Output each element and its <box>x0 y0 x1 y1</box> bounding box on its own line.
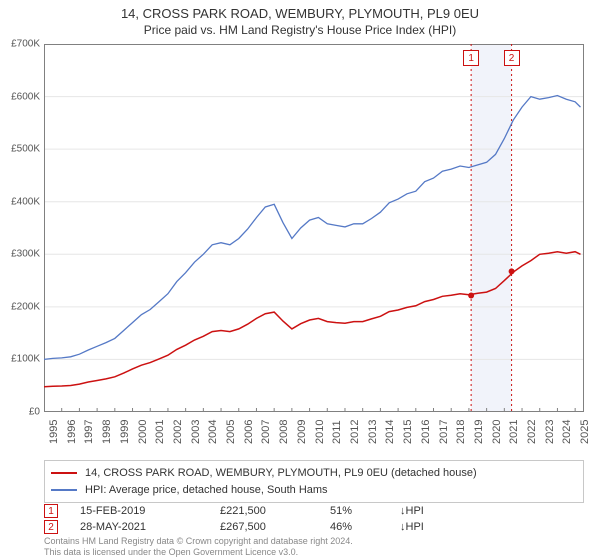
x-tick-label: 2011 <box>331 420 343 444</box>
transaction-dot <box>468 293 474 299</box>
legend-item: 14, CROSS PARK ROAD, WEMBURY, PLYMOUTH, … <box>51 465 577 482</box>
x-tick-label: 2006 <box>243 420 255 444</box>
legend-item: HPI: Average price, detached house, Sout… <box>51 482 577 499</box>
transaction-row: 115-FEB-2019£221,50051%↓ HPI <box>44 504 584 518</box>
x-tick-label: 2013 <box>367 420 379 444</box>
x-tick-label: 1999 <box>119 420 131 444</box>
transaction-band <box>471 44 511 412</box>
x-tick-label: 2009 <box>296 420 308 444</box>
legend-label: 14, CROSS PARK ROAD, WEMBURY, PLYMOUTH, … <box>85 465 477 482</box>
x-tick-label: 2021 <box>508 420 520 444</box>
y-tick-label: £600K <box>11 91 40 102</box>
x-tick-label: 2022 <box>526 420 538 444</box>
chart-container: 14, CROSS PARK ROAD, WEMBURY, PLYMOUTH, … <box>0 0 600 560</box>
x-tick-label: 2017 <box>438 420 450 444</box>
transaction-index-box: 2 <box>44 520 58 534</box>
x-tick-label: 2024 <box>561 420 573 444</box>
x-tick-label: 2012 <box>349 420 361 444</box>
y-tick-label: £700K <box>11 39 40 50</box>
transaction-pct: 51% <box>330 505 400 517</box>
title-line1: 14, CROSS PARK ROAD, WEMBURY, PLYMOUTH, … <box>0 6 600 21</box>
y-axis-ticks: £0£100K£200K£300K£400K£500K£600K£700K <box>0 44 44 412</box>
y-tick-label: £100K <box>11 354 40 365</box>
title-line2: Price paid vs. HM Land Registry's House … <box>0 23 600 37</box>
footer-line1: Contains HM Land Registry data © Crown c… <box>44 536 584 547</box>
x-tick-label: 2016 <box>420 420 432 444</box>
x-tick-label: 2001 <box>154 420 166 444</box>
x-tick-label: 1998 <box>101 420 113 444</box>
transaction-vs: HPI <box>406 521 424 533</box>
x-tick-label: 2014 <box>384 420 396 444</box>
footer-line2: This data is licensed under the Open Gov… <box>44 547 584 558</box>
transaction-price: £267,500 <box>220 521 330 533</box>
x-tick-label: 2015 <box>402 420 414 444</box>
transaction-dot <box>509 268 515 274</box>
x-tick-label: 2004 <box>207 420 219 444</box>
transaction-index-box: 1 <box>44 504 58 518</box>
x-tick-label: 2003 <box>190 420 202 444</box>
x-tick-label: 2020 <box>491 420 503 444</box>
transaction-pct: 46% <box>330 521 400 533</box>
x-tick-label: 2005 <box>225 420 237 444</box>
y-tick-label: £0 <box>29 407 40 418</box>
plot-area: 12 <box>44 44 584 412</box>
y-tick-label: £400K <box>11 196 40 207</box>
transaction-date: 15-FEB-2019 <box>80 505 220 517</box>
title-block: 14, CROSS PARK ROAD, WEMBURY, PLYMOUTH, … <box>0 0 600 37</box>
legend-label: HPI: Average price, detached house, Sout… <box>85 482 328 499</box>
x-tick-label: 2019 <box>473 420 485 444</box>
x-tick-label: 2008 <box>278 420 290 444</box>
x-tick-label: 2023 <box>544 420 556 444</box>
x-tick-label: 1995 <box>48 420 60 444</box>
y-tick-label: £300K <box>11 249 40 260</box>
y-tick-label: £200K <box>11 301 40 312</box>
legend-swatch <box>51 489 77 491</box>
x-tick-label: 2000 <box>137 420 149 444</box>
legend: 14, CROSS PARK ROAD, WEMBURY, PLYMOUTH, … <box>44 460 584 503</box>
transaction-price: £221,500 <box>220 505 330 517</box>
transaction-date: 28-MAY-2021 <box>80 521 220 533</box>
x-tick-label: 2018 <box>455 420 467 444</box>
footer: Contains HM Land Registry data © Crown c… <box>44 536 584 558</box>
chart-svg <box>44 44 584 412</box>
x-tick-label: 2025 <box>579 420 591 444</box>
transaction-row: 228-MAY-2021£267,50046%↓ HPI <box>44 520 584 534</box>
x-tick-label: 1997 <box>83 420 95 444</box>
x-tick-label: 2007 <box>260 420 272 444</box>
x-axis-ticks: 1995 1996 1997 1998 1999 2000 2001 2002 2003 2004… <box>44 412 584 462</box>
x-tick-label: 2010 <box>314 420 326 444</box>
legend-swatch <box>51 472 77 474</box>
transactions-table: 115-FEB-2019£221,50051%↓ HPI228-MAY-2021… <box>44 504 584 536</box>
y-tick-label: £500K <box>11 144 40 155</box>
transaction-vs: HPI <box>406 505 424 517</box>
x-tick-label: 2002 <box>172 420 184 444</box>
x-tick-label: 1996 <box>66 420 78 444</box>
